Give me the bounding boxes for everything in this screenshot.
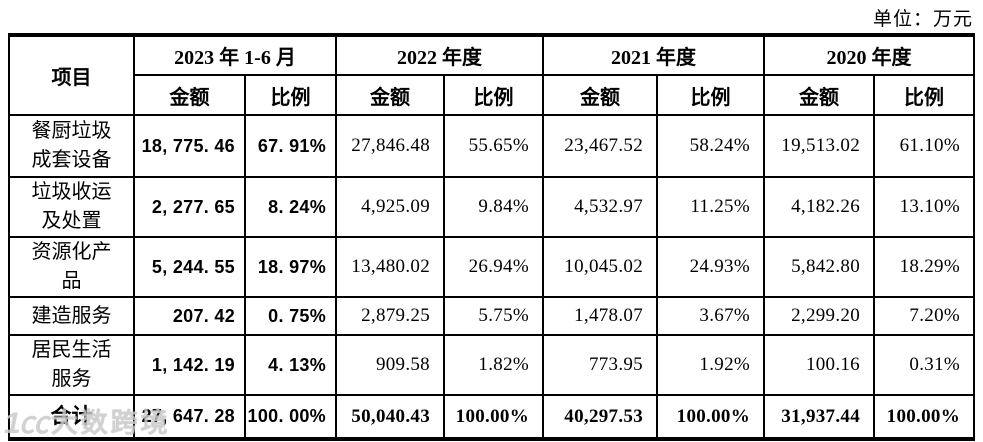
ratio-cell: 0. 75% — [244, 296, 337, 336]
amount-cell: 27,846.48 — [335, 114, 445, 178]
ratio-cell: 7.20% — [873, 296, 975, 336]
amount-cell: 1, 142. 19 — [133, 334, 246, 396]
amount-cell: 23,467.52 — [542, 114, 658, 178]
period-header-2020: 2020 年度 — [763, 34, 975, 76]
period-header-2021: 2021 年度 — [542, 34, 765, 76]
amount-cell: 4,532.97 — [542, 176, 658, 238]
ratio-cell: 58.24% — [656, 114, 765, 178]
amount-cell: 5, 244. 55 — [133, 236, 246, 298]
table-row-resource-products: 资源化产 品 5, 244. 55 18. 97% 13,480.02 26.9… — [8, 236, 975, 298]
table-row-kitchen-waste-equipment: 餐厨垃圾 成套设备 18, 775. 46 67. 91% 27,846.48 … — [8, 114, 975, 178]
table-row-waste-collection: 垃圾收运 及处置 2, 277. 65 8. 24% 4,925.09 9.84… — [8, 176, 975, 238]
amount-cell: 10,045.02 — [542, 236, 658, 298]
ratio-cell: 67. 91% — [244, 114, 337, 178]
amount-cell: 1,478.07 — [542, 296, 658, 336]
amount-cell: 773.95 — [542, 334, 658, 396]
amount-cell: 4,925.09 — [335, 176, 445, 238]
ratio-cell: 100. 00% — [244, 394, 337, 440]
amount-cell: 5,842.80 — [763, 236, 875, 298]
ratio-cell: 4. 13% — [244, 334, 337, 396]
amount-header-2020: 金额 — [763, 74, 875, 116]
amount-cell: 100.16 — [763, 334, 875, 396]
amount-cell: 2,879.25 — [335, 296, 445, 336]
row-label: 合计 — [8, 394, 135, 440]
amount-cell: 207. 42 — [133, 296, 246, 336]
amount-header-2021: 金额 — [542, 74, 658, 116]
ratio-cell: 5.75% — [443, 296, 544, 336]
ratio-cell: 18. 97% — [244, 236, 337, 298]
unit-label: 单位：万元 — [872, 9, 973, 30]
amount-cell: 27, 647. 28 — [133, 394, 246, 440]
ratio-cell: 100.00% — [873, 394, 975, 440]
row-label: 垃圾收运 及处置 — [8, 176, 135, 238]
ratio-cell: 1.82% — [443, 334, 544, 396]
table-row-total: 合计 27, 647. 28 100. 00% 50,040.43 100.00… — [8, 394, 975, 440]
amount-cell: 40,297.53 — [542, 394, 658, 440]
ratio-cell: 3.67% — [656, 296, 765, 336]
amount-cell: 2,299.20 — [763, 296, 875, 336]
amount-cell: 909.58 — [335, 334, 445, 396]
amount-cell: 2, 277. 65 — [133, 176, 246, 238]
table-row-construction-services: 建造服务 207. 42 0. 75% 2,879.25 5.75% 1,478… — [8, 296, 975, 336]
amount-header-2023: 金额 — [133, 74, 246, 116]
table-row-resident-life-services: 居民生活 服务 1, 142. 19 4. 13% 909.58 1.82% 7… — [8, 334, 975, 396]
amount-cell: 4,182.26 — [763, 176, 875, 238]
ratio-cell: 18.29% — [873, 236, 975, 298]
ratio-header-2020: 比例 — [873, 74, 975, 116]
amount-cell: 13,480.02 — [335, 236, 445, 298]
revenue-breakdown-table: 项目 2023 年 1-6 月 2022 年度 2021 年度 2020 年度 … — [8, 33, 975, 441]
amount-cell: 31,937.44 — [763, 394, 875, 440]
ratio-cell: 11.25% — [656, 176, 765, 238]
ratio-cell: 9.84% — [443, 176, 544, 238]
item-column-header: 项目 — [8, 34, 135, 116]
amount-header-2022: 金额 — [335, 74, 445, 116]
amount-cell: 19,513.02 — [763, 114, 875, 178]
ratio-cell: 13.10% — [873, 176, 975, 238]
ratio-cell: 100.00% — [443, 394, 544, 440]
amount-cell: 18, 775. 46 — [133, 114, 246, 178]
ratio-header-2021: 比例 — [656, 74, 765, 116]
row-label: 居民生活 服务 — [8, 334, 135, 396]
row-label: 资源化产 品 — [8, 236, 135, 298]
ratio-cell: 8. 24% — [244, 176, 337, 238]
period-header-2022: 2022 年度 — [335, 34, 544, 76]
ratio-cell: 61.10% — [873, 114, 975, 178]
ratio-cell: 26.94% — [443, 236, 544, 298]
ratio-cell: 100.00% — [656, 394, 765, 440]
ratio-cell: 55.65% — [443, 114, 544, 178]
ratio-cell: 1.92% — [656, 334, 765, 396]
ratio-header-2023: 比例 — [244, 74, 337, 116]
ratio-cell: 24.93% — [656, 236, 765, 298]
ratio-cell: 0.31% — [873, 334, 975, 396]
amount-cell: 50,040.43 — [335, 394, 445, 440]
ratio-header-2022: 比例 — [443, 74, 544, 116]
period-header-2023: 2023 年 1-6 月 — [133, 34, 337, 76]
row-label: 餐厨垃圾 成套设备 — [8, 114, 135, 178]
row-label: 建造服务 — [8, 296, 135, 336]
